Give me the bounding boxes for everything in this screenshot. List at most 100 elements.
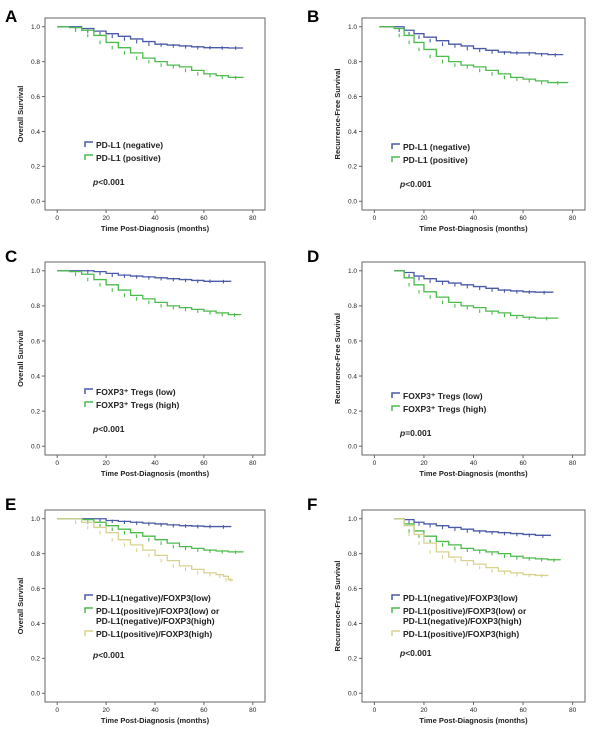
survival-curve-1 — [57, 518, 232, 528]
y-tick-label: 0.4 — [31, 621, 40, 628]
x-axis-title: Time Post-Diagnosis (months) — [419, 224, 528, 233]
plot-frame — [361, 261, 586, 456]
x-tick-label: 0 — [55, 215, 59, 222]
x-tick-label: 20 — [102, 215, 110, 222]
survival-curve-2 — [57, 26, 244, 78]
plot-frame — [361, 509, 586, 703]
panel-letter: B — [307, 7, 319, 26]
x-tick-label: 80 — [569, 215, 577, 222]
p-value-label: p<0.001 — [399, 179, 432, 189]
legend-entry: PD-L1(positive)/FOXP3(low) or PD-L1(negat… — [403, 606, 527, 626]
y-tick-label: 0.2 — [348, 164, 357, 171]
y-tick-label: 0.4 — [348, 373, 357, 380]
x-tick-label: 20 — [420, 707, 428, 714]
legend-swatch — [84, 141, 93, 147]
x-axis-title: Time Post-Diagnosis (months) — [101, 716, 210, 725]
survival-curve-2 — [57, 270, 242, 316]
panel-a: A 0.0 0.2 0.4 0.6 0.8 1.0 0 20 40 60 80 Time Post-Di… — [5, 7, 266, 233]
x-tick-label: 40 — [470, 707, 478, 714]
x-tick-label: 80 — [569, 460, 577, 467]
y-tick-label: 1.0 — [348, 268, 357, 275]
legend-entry: PD-L1(negative)/FOXP3(low) — [403, 593, 518, 603]
y-tick-label: 0.8 — [31, 303, 40, 310]
panel-c: C 0.0 0.2 0.4 0.6 0.8 1.0 0 20 40 60 80 Time Post-Di… — [5, 247, 266, 478]
x-tick-label: 80 — [569, 707, 577, 714]
legend-swatch — [391, 392, 400, 398]
x-tick-label: 60 — [200, 707, 208, 714]
legend-entry: PD-L1 (negative) — [96, 140, 163, 150]
panel-letter: F — [307, 495, 317, 514]
y-tick-label: 0.6 — [348, 94, 357, 101]
y-axis-title: Overall Survival — [16, 330, 25, 387]
panel-b: B 0.0 0.2 0.4 0.6 0.8 1.0 0 20 40 60 80 Time Post-Di… — [307, 7, 586, 233]
x-tick-label: 0 — [55, 460, 59, 467]
y-tick-label: 1.0 — [31, 24, 40, 31]
x-tick-label: 20 — [420, 460, 428, 467]
x-axis-title: Time Post-Diagnosis (months) — [101, 224, 210, 233]
legend-entry: PD-L1(negative)/FOXP3(low) — [96, 593, 211, 603]
y-tick-label: 1.0 — [31, 268, 40, 275]
survival-curve-2 — [379, 26, 569, 84]
legend-swatch — [391, 594, 400, 600]
survival-curve-2 — [394, 518, 561, 561]
y-axis-title: Overall Survival — [16, 578, 25, 635]
x-tick-label: 0 — [55, 707, 59, 714]
y-tick-label: 0.0 — [348, 199, 357, 206]
p-value-label: p<0.001 — [92, 650, 125, 660]
x-tick-label: 40 — [151, 215, 159, 222]
y-tick-label: 0.0 — [31, 691, 40, 698]
y-axis-title: Overall Survival — [16, 86, 25, 143]
x-tick-label: 60 — [200, 460, 208, 467]
panel-letter: C — [5, 247, 17, 266]
panel-e: E 0.0 0.2 0.4 0.6 0.8 1.0 0 20 40 60 80 Time Post-Di… — [5, 495, 266, 725]
x-tick-label: 80 — [249, 460, 257, 467]
legend-entry: FOXP3⁺ Tregs (high) — [96, 400, 180, 410]
survival-curve-2 — [394, 270, 559, 319]
survival-curve-1 — [394, 270, 554, 293]
panel-d: D 0.0 0.2 0.4 0.6 0.8 1.0 0 20 40 60 80 Time Post-Di… — [307, 247, 586, 478]
legend-swatch — [391, 607, 400, 613]
y-tick-label: 0.6 — [348, 338, 357, 345]
legend-entry: PD-L1(positive)/FOXP3(high) — [96, 629, 212, 639]
y-tick-label: 0.4 — [31, 129, 40, 136]
panel-letter: D — [307, 247, 319, 266]
p-value-label: p<0.001 — [92, 424, 125, 434]
survival-curve-1 — [57, 270, 232, 282]
y-tick-label: 0.6 — [31, 586, 40, 593]
y-tick-label: 0.0 — [31, 199, 40, 206]
x-tick-label: 40 — [151, 707, 159, 714]
x-tick-label: 60 — [519, 460, 527, 467]
x-tick-label: 20 — [102, 707, 110, 714]
y-tick-label: 0.6 — [31, 94, 40, 101]
y-tick-label: 0.2 — [348, 656, 357, 663]
y-tick-label: 1.0 — [348, 516, 357, 523]
legend-swatch — [391, 405, 400, 411]
legend-entry: FOXP3⁺ Tregs (low) — [96, 387, 176, 397]
x-tick-label: 60 — [519, 215, 527, 222]
x-tick-label: 0 — [373, 460, 377, 467]
p-value-label: p<0.001 — [399, 648, 432, 658]
y-tick-label: 0.8 — [348, 303, 357, 310]
x-tick-label: 20 — [420, 215, 428, 222]
y-tick-label: 0.0 — [31, 444, 40, 451]
y-tick-label: 0.2 — [31, 408, 40, 415]
survival-curve-1 — [394, 518, 551, 537]
plot-frame — [44, 17, 266, 211]
legend-entry: PD-L1 (positive) — [96, 153, 161, 163]
plot-frame — [44, 509, 266, 703]
x-tick-label: 80 — [249, 707, 257, 714]
y-tick-label: 0.8 — [31, 551, 40, 558]
plot-frame — [44, 261, 266, 456]
legend-swatch — [84, 401, 93, 407]
legend-entry: PD-L1 (positive) — [403, 155, 468, 165]
x-tick-label: 60 — [519, 707, 527, 714]
legend-swatch — [84, 154, 93, 160]
y-axis-title: Recurrence-Free Survival — [333, 69, 342, 160]
y-tick-label: 0.0 — [348, 444, 357, 451]
y-tick-label: 0.4 — [31, 373, 40, 380]
y-tick-label: 1.0 — [31, 516, 40, 523]
survival-curve-3 — [57, 518, 234, 581]
survival-curve-3 — [394, 518, 549, 577]
panel-letter: E — [5, 495, 16, 514]
